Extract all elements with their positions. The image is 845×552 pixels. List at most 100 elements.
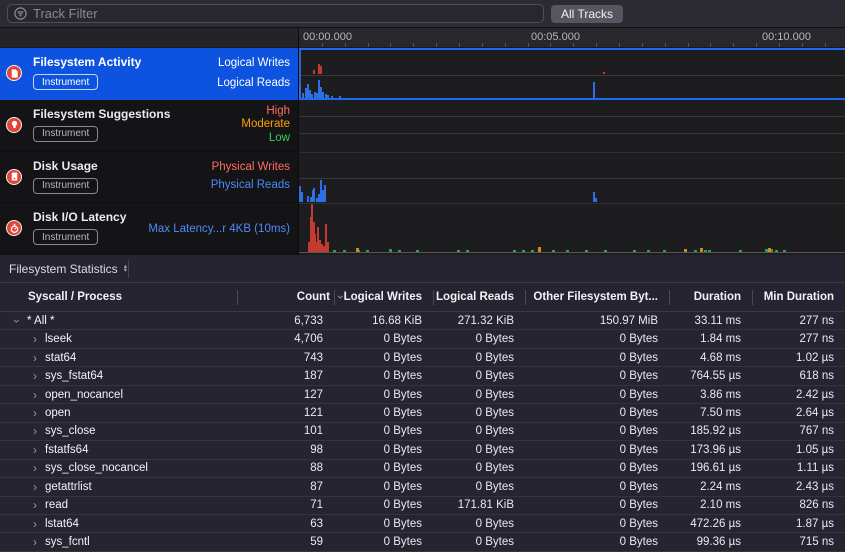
column-header-count[interactable]: Count› bbox=[237, 283, 334, 311]
value-cell-logical-writes: 0 Bytes bbox=[334, 481, 433, 493]
value-cell-logical-writes: 0 Bytes bbox=[334, 536, 433, 548]
table-row-lseek[interactable]: ›lseek4,7060 Bytes0 Bytes0 Bytes1.84 ms2… bbox=[0, 330, 845, 348]
chart-bar-latency-markers-green bbox=[552, 250, 555, 252]
table-row-sys-fstat64[interactable]: ›sys_fstat641870 Bytes0 Bytes0 Bytes764.… bbox=[0, 367, 845, 385]
value-cell-other-filesystem-byt: 0 Bytes bbox=[525, 481, 669, 493]
ruler-tick bbox=[459, 43, 460, 47]
syscall-cell: ›sys_fstat64 bbox=[0, 369, 237, 383]
column-header-logical-writes[interactable]: Logical Writes bbox=[334, 283, 433, 311]
value-cell-other-filesystem-byt: 0 Bytes bbox=[525, 462, 669, 474]
instruments-window: Track Filter All Tracks 00:00.00000:05.0… bbox=[0, 0, 845, 552]
table-row-read[interactable]: ›read710 Bytes171.81 KiB0 Bytes2.10 ms82… bbox=[0, 497, 845, 515]
table-row-sys-fcntl[interactable]: ›sys_fcntl590 Bytes0 Bytes0 Bytes99.36 µ… bbox=[0, 533, 845, 551]
chart-bar-logical-reads bbox=[593, 82, 595, 98]
value-cell-min-duration: 1.11 µs bbox=[752, 462, 845, 474]
disclosure-closed-icon[interactable]: › bbox=[30, 332, 40, 346]
track-filter-input[interactable]: Track Filter bbox=[7, 4, 544, 23]
table-row-getattrlist[interactable]: ›getattrlist870 Bytes0 Bytes0 Bytes2.24 … bbox=[0, 478, 845, 496]
ruler-tick bbox=[665, 43, 666, 47]
all-tracks-button[interactable]: All Tracks bbox=[551, 5, 623, 23]
chart-bar-latency-markers-orange bbox=[538, 247, 541, 252]
table-row-open[interactable]: ›open1210 Bytes0 Bytes0 Bytes7.50 ms2.64… bbox=[0, 404, 845, 422]
lane-label-max-latency-r-4kb-10ms: Max Latency...r 4KB (10ms) bbox=[148, 223, 290, 235]
column-header-duration[interactable]: Duration bbox=[669, 283, 752, 311]
track-title-group: Disk UsageInstrument bbox=[33, 159, 98, 194]
detail-type-label: Filesystem Statistics bbox=[9, 262, 118, 276]
table-row-fstatfs64[interactable]: ›fstatfs64980 Bytes0 Bytes0 Bytes173.96 … bbox=[0, 441, 845, 459]
disclosure-closed-icon[interactable]: › bbox=[30, 388, 40, 402]
column-header-min-duration[interactable]: Min Duration bbox=[752, 283, 845, 311]
value-cell-logical-reads: 271.32 KiB bbox=[433, 315, 525, 327]
syscall-cell: ›sys_close bbox=[0, 424, 237, 438]
value-cell-min-duration: 826 ns bbox=[752, 499, 845, 511]
chart-bar-latency-markers-green bbox=[566, 250, 569, 252]
column-header-syscall-process[interactable]: Syscall / Process bbox=[0, 283, 237, 311]
selection-border bbox=[299, 98, 845, 100]
ruler-tick bbox=[573, 43, 574, 47]
ruler-tick bbox=[596, 43, 597, 47]
value-cell-logical-writes: 0 Bytes bbox=[334, 518, 433, 530]
instrument-badge: Instrument bbox=[33, 178, 98, 194]
time-ruler[interactable]: 00:00.00000:05.00000:10.000 bbox=[299, 28, 845, 48]
value-cell-duration: 2.10 ms bbox=[669, 499, 752, 511]
track-header-filesystem-activity[interactable]: Filesystem ActivityInstrument Logical Wri… bbox=[0, 48, 299, 100]
instrument-badge: Instrument bbox=[33, 74, 98, 90]
ruler-tick bbox=[413, 43, 414, 47]
syscall-name: open bbox=[45, 407, 71, 419]
disclosure-closed-icon[interactable]: › bbox=[30, 443, 40, 457]
detail-type-selector[interactable]: Filesystem Statistics ▴▾ bbox=[9, 262, 127, 276]
value-cell-logical-reads: 0 Bytes bbox=[433, 333, 525, 345]
disclosure-open-icon[interactable]: › bbox=[10, 316, 24, 326]
chart-bar-latency-markers-orange bbox=[768, 248, 771, 252]
column-header-logical-reads[interactable]: Logical Reads bbox=[433, 283, 525, 311]
ruler-tick bbox=[322, 43, 323, 47]
column-header-label: Duration bbox=[694, 291, 741, 303]
value-cell-count: 101 bbox=[237, 425, 334, 437]
chart-bar-logical-reads bbox=[302, 93, 304, 98]
disclosure-closed-icon[interactable]: › bbox=[30, 351, 40, 365]
disclosure-closed-icon[interactable]: › bbox=[30, 424, 40, 438]
syscall-cell: ›* All * bbox=[0, 314, 237, 328]
value-cell-other-filesystem-byt: 0 Bytes bbox=[525, 536, 669, 548]
lane-label-physical-writes: Physical Writes bbox=[212, 161, 290, 173]
syscall-cell: ›lseek bbox=[0, 332, 237, 346]
disclosure-closed-icon[interactable]: › bbox=[30, 461, 40, 475]
value-cell-count: 743 bbox=[237, 352, 334, 364]
table-row-stat64[interactable]: ›stat647430 Bytes0 Bytes0 Bytes4.68 ms1.… bbox=[0, 349, 845, 367]
disclosure-closed-icon[interactable]: › bbox=[30, 517, 40, 531]
chart-bar-latency-markers-green bbox=[663, 250, 666, 252]
table-row-open-nocancel[interactable]: ›open_nocancel1270 Bytes0 Bytes0 Bytes3.… bbox=[0, 386, 845, 404]
disclosure-closed-icon[interactable]: › bbox=[30, 406, 40, 420]
value-cell-min-duration: 618 ns bbox=[752, 370, 845, 382]
syscall-name: lstat64 bbox=[45, 518, 79, 530]
table-row-all[interactable]: ›* All *6,73316.68 KiB271.32 KiB150.97 M… bbox=[0, 312, 845, 330]
disclosure-closed-icon[interactable]: › bbox=[30, 535, 40, 549]
lane-separator bbox=[299, 133, 845, 134]
ruler-tick bbox=[733, 43, 734, 47]
ruler-tick bbox=[710, 43, 711, 47]
table-row-sys-close[interactable]: ›sys_close1010 Bytes0 Bytes0 Bytes185.92… bbox=[0, 423, 845, 441]
chart-bar-latency-markers-green bbox=[457, 250, 460, 252]
disclosure-closed-icon[interactable]: › bbox=[30, 498, 40, 512]
track-header-filesystem-suggestions[interactable]: Filesystem SuggestionsInstrumentHighMode… bbox=[0, 100, 299, 152]
track-header-disk-usage[interactable]: Disk UsageInstrumentPhysical WritesPhysi… bbox=[0, 152, 299, 204]
chart-bar-latency-markers-green bbox=[694, 250, 697, 252]
disclosure-closed-icon[interactable]: › bbox=[30, 480, 40, 494]
chart-bar-latency-markers-green bbox=[416, 250, 419, 252]
chart-bar-latency-markers-green bbox=[585, 250, 588, 252]
value-cell-duration: 33.11 ms bbox=[669, 315, 752, 327]
value-cell-logical-reads: 0 Bytes bbox=[433, 407, 525, 419]
track-lane-labels: Logical WritesLogical Reads bbox=[217, 48, 290, 100]
lane-separator bbox=[299, 75, 845, 76]
track-plot-area[interactable] bbox=[299, 48, 845, 255]
track-header-disk-i-o-latency[interactable]: Disk I/O LatencyInstrumentMax Latency...… bbox=[0, 203, 299, 255]
table-row-sys-close-nocancel[interactable]: ›sys_close_nocancel880 Bytes0 Bytes0 Byt… bbox=[0, 460, 845, 478]
value-cell-logical-reads: 0 Bytes bbox=[433, 370, 525, 382]
disclosure-closed-icon[interactable]: › bbox=[30, 369, 40, 383]
chart-bar-latency-markers-green bbox=[775, 250, 778, 252]
value-cell-other-filesystem-byt: 0 Bytes bbox=[525, 333, 669, 345]
table-row-lstat64[interactable]: ›lstat64630 Bytes0 Bytes0 Bytes472.26 µs… bbox=[0, 515, 845, 533]
track-title-group: Filesystem ActivityInstrument bbox=[33, 55, 141, 90]
ruler-tick bbox=[688, 43, 689, 47]
column-header-other-filesystem-byt[interactable]: Other Filesystem Byt... bbox=[525, 283, 669, 311]
